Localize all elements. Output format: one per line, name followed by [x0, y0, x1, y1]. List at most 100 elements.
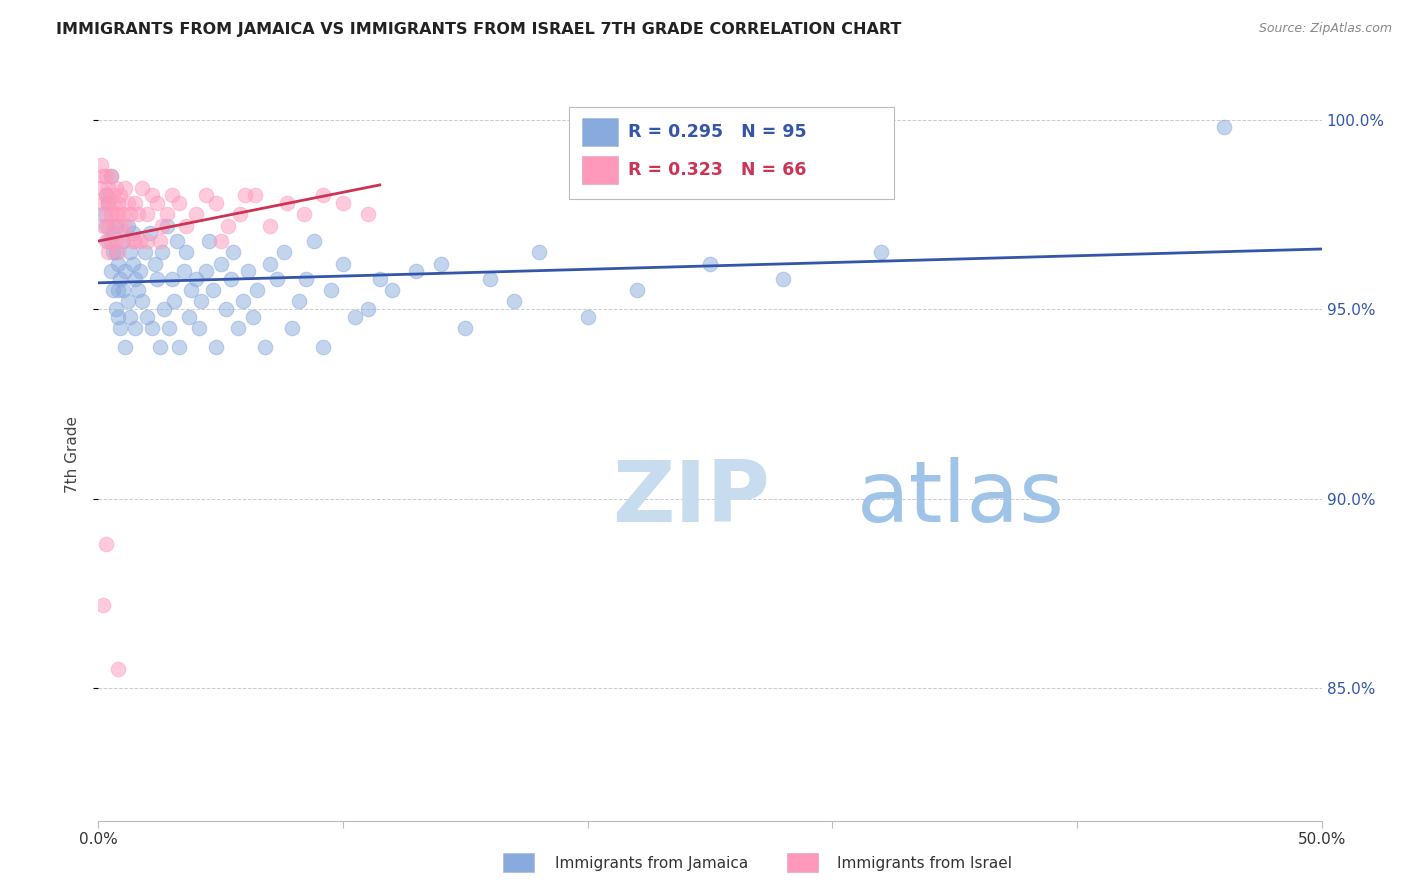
Point	[180, 283, 202, 297]
Point	[107, 310, 129, 324]
Point	[94, 188, 117, 202]
Point	[97, 219, 120, 233]
Point	[149, 234, 172, 248]
Point	[94, 207, 117, 221]
Text: Immigrants from Israel: Immigrants from Israel	[837, 856, 1011, 871]
Point	[120, 207, 142, 221]
Point	[111, 207, 134, 221]
Point	[150, 219, 173, 233]
Point	[104, 219, 127, 233]
Point	[97, 195, 120, 210]
Point	[131, 294, 153, 309]
Point	[167, 195, 190, 210]
Point	[111, 283, 134, 297]
Point	[94, 234, 117, 248]
Point	[100, 169, 122, 184]
Point	[430, 256, 453, 270]
Point	[219, 271, 242, 285]
Point	[104, 207, 127, 221]
Point	[344, 310, 367, 324]
Point	[288, 294, 311, 309]
Point	[94, 169, 117, 184]
Point	[146, 271, 169, 285]
Point	[100, 169, 122, 184]
Point	[121, 226, 143, 240]
Point	[100, 264, 122, 278]
Point	[91, 169, 114, 184]
Text: atlas: atlas	[856, 458, 1064, 541]
Point	[176, 245, 198, 260]
Point	[97, 234, 120, 248]
Point	[101, 245, 124, 260]
Point	[186, 207, 208, 221]
Point	[124, 321, 146, 335]
Point	[117, 219, 139, 233]
Y-axis label: 7th Grade: 7th Grade	[65, 417, 80, 493]
Point	[91, 219, 114, 233]
Point	[259, 256, 281, 270]
Point	[229, 207, 252, 221]
Point	[150, 245, 173, 260]
Point	[242, 310, 264, 324]
Point	[177, 310, 200, 324]
Point	[280, 321, 302, 335]
Point	[131, 180, 153, 194]
Point	[405, 264, 427, 278]
Point	[186, 271, 208, 285]
Point	[195, 264, 218, 278]
Point	[772, 271, 794, 285]
Point	[107, 283, 129, 297]
Point	[114, 180, 136, 194]
Point	[149, 340, 172, 354]
Point	[94, 188, 117, 202]
Point	[117, 294, 139, 309]
Point	[368, 271, 391, 285]
FancyBboxPatch shape	[787, 853, 818, 872]
Point	[454, 321, 477, 335]
Point	[312, 188, 335, 202]
Point	[101, 188, 124, 202]
Point	[478, 271, 501, 285]
Point	[292, 207, 315, 221]
Point	[97, 180, 120, 194]
Point	[110, 188, 132, 202]
Point	[91, 195, 114, 210]
Point	[104, 234, 127, 248]
Point	[195, 188, 218, 202]
Point	[101, 195, 124, 210]
Point	[197, 234, 219, 248]
Point	[120, 310, 142, 324]
Point	[266, 271, 288, 285]
Point	[626, 283, 648, 297]
Point	[124, 271, 146, 285]
Point	[100, 234, 122, 248]
Point	[163, 294, 186, 309]
Point	[173, 264, 195, 278]
Point	[101, 283, 124, 297]
Point	[332, 195, 354, 210]
Text: R = 0.295   N = 95: R = 0.295 N = 95	[628, 122, 807, 141]
Point	[127, 207, 149, 221]
Point	[91, 207, 114, 221]
Text: IMMIGRANTS FROM JAMAICA VS IMMIGRANTS FROM ISRAEL 7TH GRADE CORRELATION CHART: IMMIGRANTS FROM JAMAICA VS IMMIGRANTS FR…	[56, 22, 901, 37]
Point	[233, 188, 256, 202]
Point	[156, 207, 179, 221]
Point	[576, 310, 599, 324]
Point	[141, 321, 163, 335]
Point	[121, 234, 143, 248]
Point	[236, 264, 259, 278]
Point	[139, 226, 162, 240]
Point	[121, 256, 143, 270]
Point	[153, 301, 176, 316]
FancyBboxPatch shape	[582, 156, 619, 185]
Text: Immigrants from Jamaica: Immigrants from Jamaica	[555, 856, 748, 871]
Text: R = 0.323   N = 66: R = 0.323 N = 66	[628, 161, 807, 179]
Point	[312, 340, 335, 354]
Point	[124, 195, 146, 210]
Point	[107, 195, 129, 210]
Point	[205, 340, 228, 354]
Point	[226, 321, 249, 335]
Point	[160, 188, 183, 202]
Point	[111, 234, 134, 248]
Point	[295, 271, 318, 285]
